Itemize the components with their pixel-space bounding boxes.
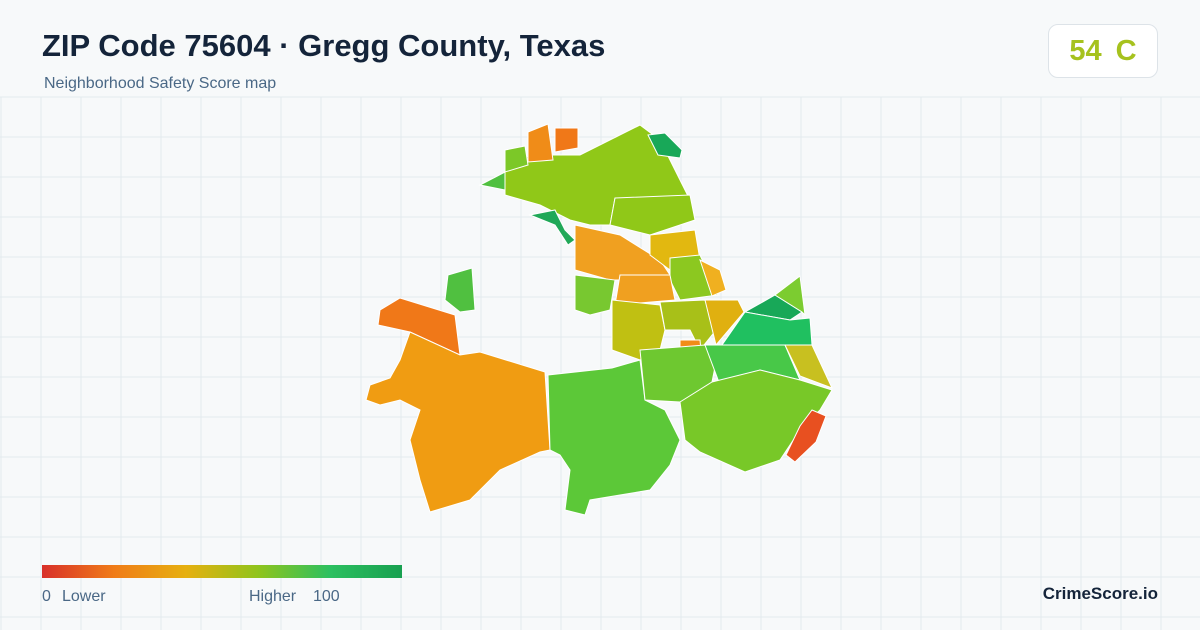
legend-high-label: Higher xyxy=(249,588,297,605)
legend-min: 0 xyxy=(42,588,51,605)
grade: C xyxy=(1115,34,1137,67)
legend-low-label: Lower xyxy=(62,588,106,605)
title: ZIP Code 75604 · Gregg County, Texas xyxy=(42,28,606,63)
subtitle: Neighborhood Safety Score map xyxy=(44,75,277,92)
brand: CrimeScore.io xyxy=(1042,584,1158,603)
legend-max: 100 xyxy=(313,588,340,605)
legend-gradient xyxy=(42,565,402,578)
score: 54 xyxy=(1069,34,1102,67)
score-badge: 54 C xyxy=(1048,24,1158,78)
